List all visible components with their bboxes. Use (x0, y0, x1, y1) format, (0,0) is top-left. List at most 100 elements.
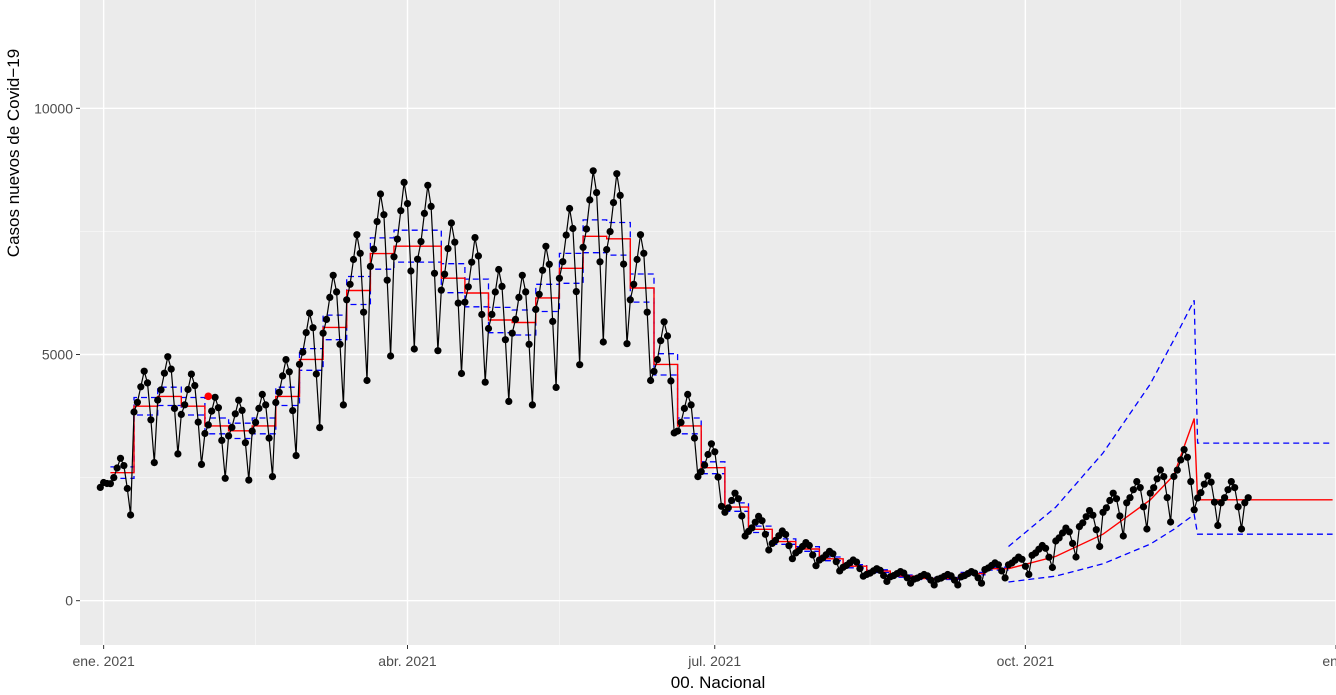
observed-point (667, 377, 675, 385)
observed-point (370, 245, 378, 253)
observed-point (410, 345, 418, 353)
observed-point (225, 432, 233, 440)
observed-point (1126, 494, 1134, 502)
observed-point (731, 489, 739, 497)
observed-point (677, 418, 685, 426)
observed-point (680, 404, 689, 412)
observed-point (1102, 504, 1110, 512)
observed-point (620, 260, 628, 268)
observed-point (704, 450, 712, 459)
observed-point (461, 298, 469, 306)
observed-point (143, 379, 152, 387)
observed-point (1217, 499, 1225, 507)
observed-point (707, 440, 716, 448)
observed-point (1082, 513, 1090, 521)
observed-point (218, 436, 226, 444)
observed-point (491, 288, 499, 296)
observed-point (451, 238, 459, 246)
observed-point (697, 468, 705, 476)
observed-point (1123, 499, 1131, 507)
observed-point (829, 550, 837, 558)
observed-point (1079, 519, 1087, 527)
observed-point (539, 266, 547, 274)
observed-point (110, 474, 118, 482)
observed-point (660, 318, 668, 326)
y-tick-label: 0 (65, 593, 73, 609)
observed-point (488, 310, 496, 318)
observed-point (353, 231, 361, 239)
observed-point (275, 388, 283, 396)
observed-point (289, 407, 297, 415)
observed-point (788, 555, 797, 563)
observed-point (1200, 480, 1208, 488)
observed-point (663, 332, 672, 340)
observed-point (346, 280, 354, 288)
observed-point (674, 427, 682, 435)
observed-point (1096, 542, 1104, 551)
observed-point (1180, 446, 1188, 454)
observed-point (684, 390, 692, 398)
observed-point (248, 427, 256, 435)
observed-point (255, 404, 263, 412)
observed-point (549, 317, 557, 325)
observed-point (272, 398, 280, 407)
observed-point (1156, 466, 1164, 474)
observed-point (265, 434, 273, 442)
observed-point (1072, 553, 1080, 561)
observed-point (728, 496, 736, 505)
observed-point (468, 258, 476, 266)
observed-point (809, 551, 817, 559)
observed-point (167, 365, 175, 373)
observed-point (758, 517, 766, 525)
observed-point (1244, 494, 1252, 502)
observed-point (279, 372, 287, 380)
observed-point (329, 271, 337, 279)
y-tick-label: 5000 (42, 347, 73, 363)
observed-point (643, 308, 651, 316)
observed-point (1116, 512, 1124, 520)
x-tick-label: abr. 2021 (378, 653, 437, 669)
observed-point (434, 347, 442, 355)
observed-point (532, 305, 540, 313)
observed-point (1045, 553, 1053, 561)
observed-point (1025, 570, 1033, 579)
observed-point (511, 315, 520, 323)
observed-point (498, 282, 506, 290)
observed-point (579, 243, 587, 251)
observed-point (295, 360, 304, 368)
observed-point (977, 579, 986, 587)
observed-point (397, 207, 405, 215)
observed-point (812, 562, 820, 570)
observed-point (471, 234, 479, 242)
observed-point (316, 424, 324, 432)
observed-point (805, 541, 813, 550)
observed-point (184, 385, 192, 394)
observed-point (998, 567, 1006, 575)
observed-point (306, 309, 314, 317)
x-tick-label: oct. 2021 (997, 653, 1055, 669)
observed-point (596, 258, 604, 266)
observed-point (1207, 478, 1215, 486)
observed-point (903, 574, 911, 582)
observed-point (1048, 563, 1056, 572)
observed-point (201, 429, 209, 438)
observed-point (457, 369, 466, 378)
observed-point (1183, 453, 1191, 461)
observed-point (326, 293, 334, 301)
observed-point (545, 260, 553, 268)
observed-point (137, 383, 145, 391)
observed-point (208, 407, 216, 415)
observed-point (356, 249, 364, 257)
observed-point (360, 308, 368, 316)
observed-point (154, 396, 162, 404)
observed-point (640, 249, 648, 257)
observed-point (761, 530, 770, 538)
observed-point (636, 231, 645, 239)
observed-point (569, 224, 577, 233)
observed-point (593, 189, 601, 197)
observed-point (515, 293, 523, 301)
observed-point (1139, 503, 1148, 511)
observed-point (1109, 489, 1117, 497)
observed-point (1163, 494, 1171, 502)
observed-point (1231, 484, 1239, 492)
